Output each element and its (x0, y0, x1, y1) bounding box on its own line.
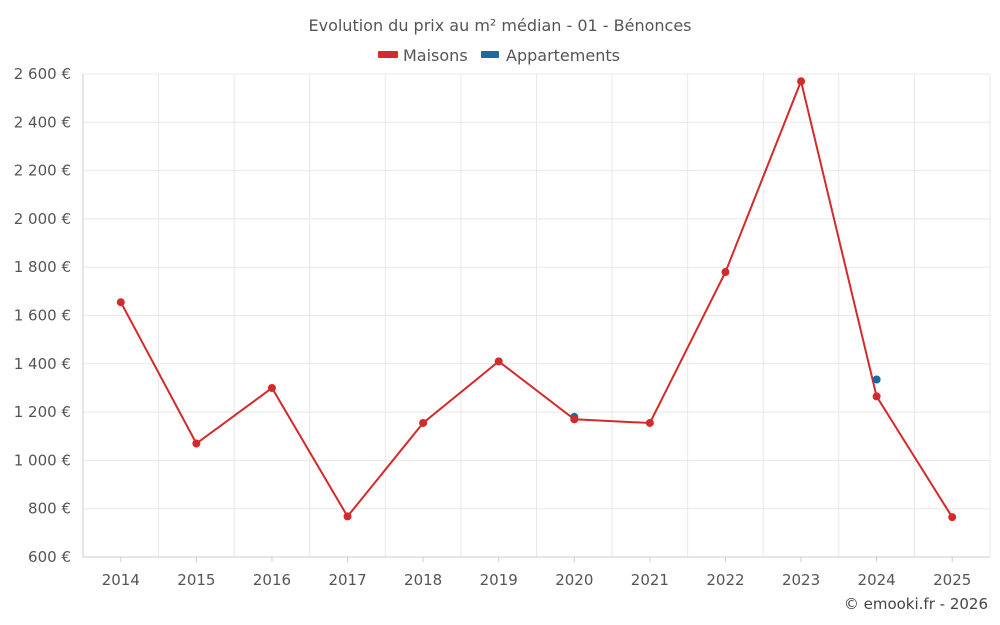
data-point-maisons-2019[interactable] (494, 357, 503, 366)
x-tick-label: 2024 (858, 571, 896, 589)
legend-swatch-appartements[interactable] (481, 51, 499, 58)
legend-label-appartements[interactable]: Appartements (506, 46, 620, 65)
y-tick-label: 1 400 € (14, 355, 71, 373)
data-point-maisons-2022[interactable] (721, 268, 730, 277)
y-tick-label: 600 € (28, 548, 71, 566)
y-tick-label: 1 200 € (14, 403, 71, 421)
data-point-maisons-2016[interactable] (267, 383, 276, 392)
series-line-maisons (119, 77, 954, 519)
data-point-maisons-2020[interactable] (570, 415, 579, 424)
data-point-maisons-2018[interactable] (419, 418, 428, 427)
credit-text: © emooki.fr - 2026 (844, 595, 988, 613)
data-point-maisons-2024[interactable] (872, 392, 881, 401)
x-tick-label: 2016 (253, 571, 291, 589)
x-tick-label: 2015 (177, 571, 215, 589)
y-tick-label: 2 400 € (14, 113, 71, 131)
legend-label-maisons[interactable]: Maisons (403, 46, 468, 65)
y-tick-label: 800 € (28, 500, 71, 518)
data-point-maisons-2021[interactable] (645, 418, 654, 427)
y-tick-label: 1 600 € (14, 307, 71, 325)
x-tick-label: 2014 (102, 571, 140, 589)
x-tick-label: 2022 (706, 571, 744, 589)
y-tick-label: 2 000 € (14, 210, 71, 228)
x-tick-label: 2018 (404, 571, 442, 589)
x-tick-label: 2019 (480, 571, 518, 589)
y-tick-label: 2 200 € (14, 162, 71, 180)
series-lines (119, 77, 954, 519)
x-tick-label: 2025 (933, 571, 971, 589)
x-tick-label: 2017 (328, 571, 366, 589)
y-tick-label: 2 600 € (14, 65, 71, 83)
x-tick-label: 2021 (631, 571, 669, 589)
legend-swatch-maisons[interactable] (378, 51, 398, 58)
data-point-maisons-2023[interactable] (797, 77, 806, 86)
gridlines (82, 73, 991, 558)
legend: Maisons Appartements (378, 46, 620, 65)
y-tick-label: 1 000 € (14, 451, 71, 469)
data-point-maisons-2025[interactable] (948, 513, 957, 522)
x-tick-label: 2023 (782, 571, 820, 589)
x-axis: 2014 2015 2016 2017 2018 2019 2020 2021 2022 2023… (83, 556, 990, 589)
y-axis: 600 € 800 € 1 000 € 1 200 € 1 400 € 1 600 € 1 … (14, 65, 84, 566)
x-tick-label: 2020 (555, 571, 593, 589)
data-point-maisons-2015[interactable] (192, 439, 201, 448)
data-point-maisons-2014[interactable] (116, 298, 125, 307)
series-points (116, 77, 957, 522)
data-point-appartements-2024[interactable] (872, 375, 881, 384)
data-point-maisons-2017[interactable] (343, 512, 352, 521)
chart-title: Evolution du prix au m² médian - 01 - Bé… (308, 16, 691, 35)
y-tick-label: 1 800 € (14, 258, 71, 276)
